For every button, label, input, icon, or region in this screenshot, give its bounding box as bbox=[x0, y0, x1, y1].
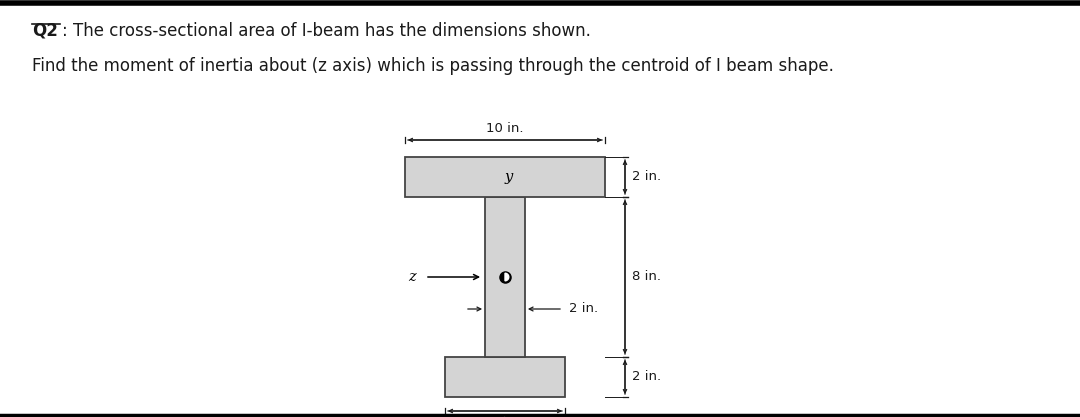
Text: : The cross-sectional area of I-beam has the dimensions shown.: : The cross-sectional area of I-beam has… bbox=[62, 22, 591, 40]
Text: Find the moment of inertia about (z axis) which is passing through the centroid : Find the moment of inertia about (z axis… bbox=[32, 57, 834, 75]
Polygon shape bbox=[505, 273, 509, 281]
Text: 2 in.: 2 in. bbox=[569, 302, 598, 316]
Text: 8 in.: 8 in. bbox=[632, 271, 661, 284]
Text: 2 in.: 2 in. bbox=[632, 171, 661, 183]
Text: y: y bbox=[504, 170, 513, 184]
Text: 2 in.: 2 in. bbox=[632, 370, 661, 384]
Bar bbox=[485, 197, 525, 357]
Text: z: z bbox=[408, 270, 416, 284]
Text: Q2: Q2 bbox=[32, 22, 58, 40]
Bar bbox=[405, 157, 605, 197]
Text: 6 in.: 6 in. bbox=[490, 415, 519, 417]
Bar bbox=[445, 357, 565, 397]
Text: 10 in.: 10 in. bbox=[486, 123, 524, 136]
